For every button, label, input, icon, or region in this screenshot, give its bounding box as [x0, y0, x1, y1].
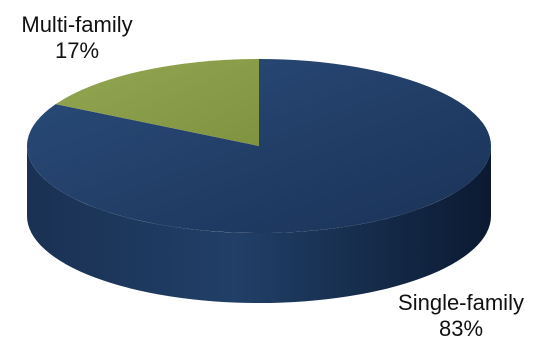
pie-side-single-family — [27, 146, 491, 303]
slice-name-single-family: Single-family — [398, 290, 524, 315]
slice-percent-single-family: 83% — [438, 316, 484, 341]
slice-percent-multi-family: 17% — [54, 38, 100, 63]
pie-slice-single-family — [26, 59, 491, 233]
slice-label-single-family: Single-family 83% — [388, 290, 534, 342]
pie-slice-multi-family — [55, 59, 259, 146]
slice-name-multi-family: Multi-family — [21, 12, 133, 37]
slice-label-multi-family: Multi-family 17% — [8, 12, 146, 64]
